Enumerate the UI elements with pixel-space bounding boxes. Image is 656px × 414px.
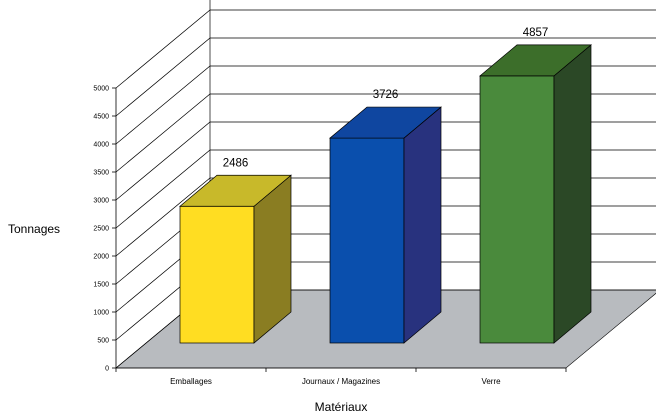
- y-tick-label: 2500: [93, 226, 109, 233]
- chart-bars: [179, 44, 592, 344]
- y-tick-label: 0: [105, 366, 109, 373]
- y-tick-label: 5000: [93, 86, 109, 93]
- y-tick-label: 4500: [93, 114, 109, 121]
- bar-value-label: 4857: [523, 27, 549, 39]
- x-category-label: Journaux / Magazines: [302, 377, 380, 386]
- y-tick-label: 2000: [93, 254, 109, 261]
- bar-front: [329, 137, 405, 344]
- bar-side: [403, 106, 442, 344]
- chart-axes: 0 500 1000 1500 2000 2500 3000 3500 4000 4500 5000…: [93, 86, 567, 386]
- y-tick-label: 500: [97, 338, 109, 345]
- y-tick-label: 4000: [93, 142, 109, 149]
- y-tick-label: 3000: [93, 198, 109, 205]
- bar-value-label: 2486: [223, 157, 249, 169]
- bar-top: [479, 44, 592, 77]
- y-axis-title: Tonnages: [8, 222, 60, 236]
- x-axis-title: Matériaux: [315, 400, 368, 414]
- bar-front: [179, 205, 255, 344]
- y-tick-label: 1500: [93, 282, 109, 289]
- bar-front: [479, 75, 555, 344]
- bar-side: [553, 44, 592, 344]
- x-category-label: Emballages: [170, 377, 212, 386]
- x-category-label: Verre: [481, 377, 501, 386]
- y-tick-label: 3500: [93, 170, 109, 177]
- bar-top: [179, 174, 292, 207]
- bar-top: [329, 106, 442, 139]
- bar-value-label: 3726: [373, 89, 399, 101]
- chart-labels: 2486 3726 4857: [223, 27, 549, 169]
- y-tick-label: 1000: [93, 310, 109, 317]
